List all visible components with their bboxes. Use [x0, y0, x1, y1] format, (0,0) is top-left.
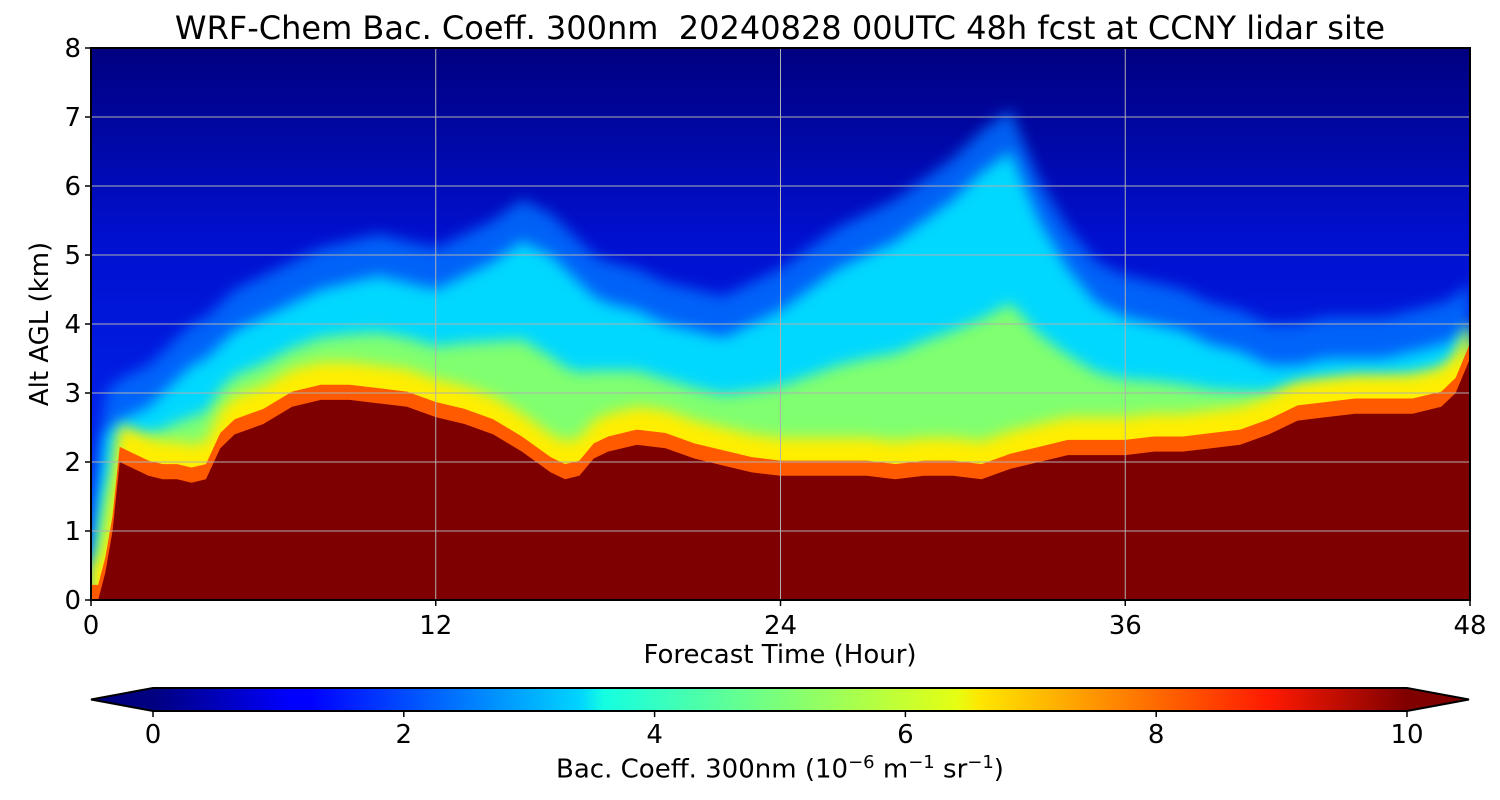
y-tick-label: 7 [64, 103, 81, 133]
x-tick-label: 24 [764, 611, 797, 641]
y-tick-label: 8 [64, 34, 81, 64]
colorbar-label-unit2: sr [934, 754, 968, 785]
grid [91, 48, 1470, 600]
colorbar-extend-low [91, 688, 153, 711]
x-tick-label: 48 [1453, 611, 1486, 641]
colorbar-tick-label: 8 [1148, 720, 1165, 750]
x-axis: 0 12 24 36 48 [83, 600, 1487, 641]
y-tick-label: 6 [64, 172, 81, 202]
colorbar-tick-label: 2 [396, 720, 413, 750]
colorbar-tick-label: 6 [897, 720, 914, 750]
colorbar-gradient [153, 688, 1407, 711]
y-tick-label: 3 [64, 379, 81, 409]
x-tick-label: 0 [83, 611, 100, 641]
y-tick-label: 5 [64, 241, 81, 271]
colorbar-tick-label: 4 [646, 720, 663, 750]
chart-title: WRF-Chem Bac. Coeff. 300nm 20240828 00UT… [174, 9, 1386, 47]
colorbar-tick-label: 0 [145, 720, 162, 750]
colorbar-label: Bac. Coeff. 300nm (10−6 m−1 sr−1) [556, 752, 1004, 785]
colorbar-label-text: Bac. Coeff. 300nm (10 [556, 754, 849, 785]
y-tick-label: 2 [64, 448, 81, 478]
colorbar-label-exp3: −1 [967, 752, 994, 773]
x-tick-label: 12 [419, 611, 452, 641]
y-axis: 0 1 2 3 4 5 6 7 8 [64, 34, 91, 616]
x-tick-label: 36 [1109, 611, 1142, 641]
colorbar-label-exp2: −1 [908, 752, 935, 773]
colorbar-label-unit1: m [874, 754, 909, 785]
y-tick-label: 4 [64, 310, 81, 340]
colorbar: 0 2 4 6 8 10 [90, 687, 1470, 750]
colorbar-extend-high [1407, 688, 1469, 711]
colorbar-tick-label: 10 [1390, 720, 1423, 750]
colorbar-label-close: ) [993, 754, 1004, 785]
y-tick-label: 1 [64, 517, 81, 547]
colorbar-label-exp1: −6 [848, 752, 875, 773]
y-tick-label: 0 [64, 586, 81, 616]
x-axis-label: Forecast Time (Hour) [643, 640, 917, 670]
